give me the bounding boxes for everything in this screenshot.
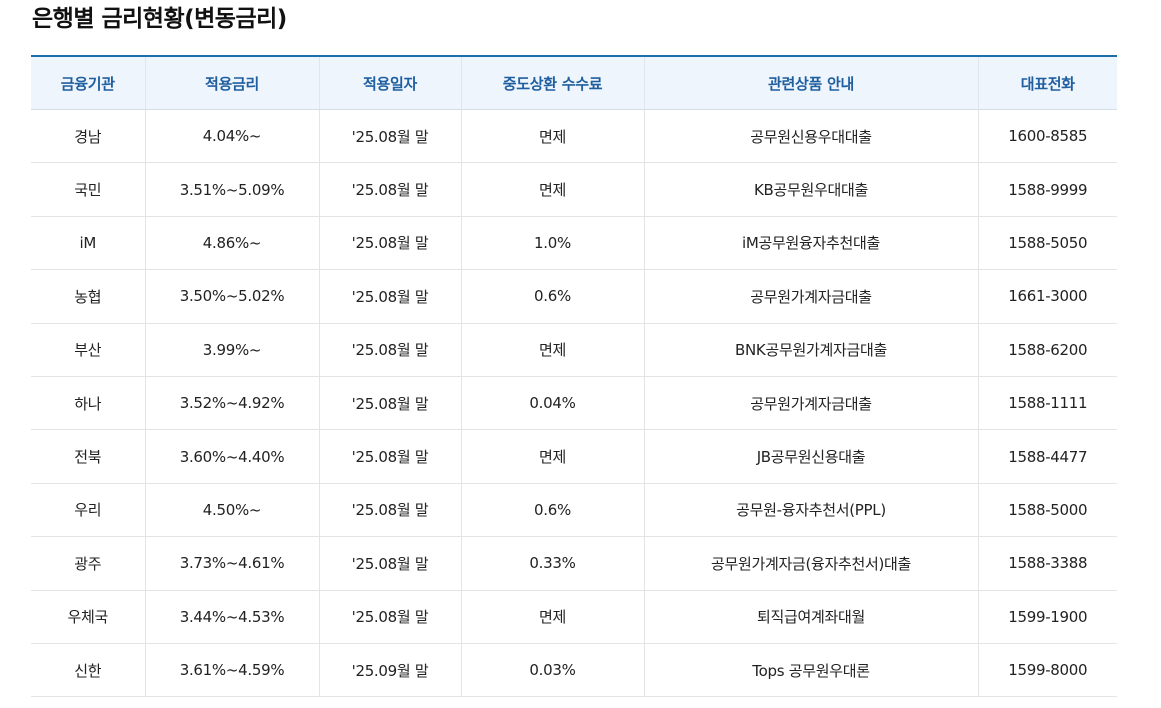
- cell-phone: 1588-9999: [977, 162, 1117, 217]
- cell-rate: 3.73%~4.61%: [144, 536, 319, 591]
- header-date: 적용일자: [318, 56, 461, 110]
- table-row: iM 4.86%~ '25.08월 말 1.0% iM공무원융자추천대출 1588-505…: [31, 216, 1117, 271]
- cell-product: BNK공무원가계자금대출: [643, 323, 978, 377]
- table-row: 경남 4.04%~ '25.08월 말 면제 공무원신용우대대출 1600-8585: [31, 109, 1117, 164]
- cell-product: KB공무원우대대출: [643, 162, 978, 217]
- cell-phone: 1600-8585: [977, 109, 1117, 164]
- cell-bank: 전북: [31, 429, 145, 484]
- cell-phone: 1599-8000: [977, 643, 1117, 698]
- cell-bank: 우체국: [31, 590, 145, 644]
- header-rate: 적용금리: [144, 56, 319, 110]
- cell-bank: 광주: [31, 536, 145, 591]
- cell-product: JB공무원신용대출: [643, 429, 978, 484]
- cell-rate: 3.44%~4.53%: [144, 590, 319, 644]
- cell-date: '25.09월 말: [318, 643, 461, 698]
- cell-date: '25.08월 말: [318, 536, 461, 591]
- cell-bank: 부산: [31, 323, 145, 377]
- cell-bank: iM: [31, 216, 145, 271]
- interest-rate-table: 금융기관 적용금리 적용일자 중도상환 수수료 관련상품 안내 대표전화 경남 4…: [31, 55, 1117, 698]
- cell-phone: 1599-1900: [977, 590, 1117, 644]
- page-title: 은행별 금리현황(변동금리): [32, 6, 287, 32]
- cell-fee: 0.03%: [460, 643, 644, 698]
- cell-date: '25.08월 말: [318, 376, 461, 431]
- cell-product: 공무원-융자추천서(PPL): [643, 483, 978, 538]
- cell-rate: 3.50%~5.02%: [144, 269, 319, 324]
- cell-date: '25.08월 말: [318, 590, 461, 644]
- cell-phone: 1588-1111: [977, 376, 1117, 431]
- table-row: 부산 3.99%~ '25.08월 말 면제 BNK공무원가계자금대출 1588-6200: [31, 323, 1117, 377]
- cell-product: 공무원신용우대대출: [643, 109, 978, 164]
- cell-rate: 4.86%~: [144, 216, 319, 271]
- table-row: 농협 3.50%~5.02% '25.08월 말 0.6% 공무원가계자금대출 1661-…: [31, 269, 1117, 324]
- cell-fee: 면제: [460, 429, 644, 484]
- cell-fee: 0.04%: [460, 376, 644, 431]
- cell-bank: 경남: [31, 109, 145, 164]
- cell-bank: 하나: [31, 376, 145, 431]
- header-phone: 대표전화: [977, 56, 1117, 110]
- table-row: 하나 3.52%~4.92% '25.08월 말 0.04% 공무원가계자금대출 1588…: [31, 376, 1117, 431]
- cell-date: '25.08월 말: [318, 429, 461, 484]
- cell-fee: 면제: [460, 162, 644, 217]
- cell-rate: 3.51%~5.09%: [144, 162, 319, 217]
- cell-product: 공무원가계자금대출: [643, 376, 978, 431]
- cell-phone: 1588-3388: [977, 536, 1117, 591]
- cell-rate: 3.99%~: [144, 323, 319, 377]
- table-row: 광주 3.73%~4.61% '25.08월 말 0.33% 공무원가계자금(융자추천서…: [31, 536, 1117, 591]
- cell-product: 공무원가계자금(융자추천서)대출: [643, 536, 978, 591]
- cell-date: '25.08월 말: [318, 216, 461, 271]
- cell-fee: 0.6%: [460, 269, 644, 324]
- cell-phone: 1588-5000: [977, 483, 1117, 538]
- table-header-row: 금융기관 적용금리 적용일자 중도상환 수수료 관련상품 안내 대표전화: [31, 56, 1117, 110]
- cell-date: '25.08월 말: [318, 162, 461, 217]
- table-row: 우리 4.50%~ '25.08월 말 0.6% 공무원-융자추천서(PPL) 1588-…: [31, 483, 1117, 538]
- cell-fee: 면제: [460, 590, 644, 644]
- cell-rate: 3.60%~4.40%: [144, 429, 319, 484]
- table-row: 우체국 3.44%~4.53% '25.08월 말 면제 퇴직급여계좌대월 1599-19…: [31, 590, 1117, 644]
- cell-date: '25.08월 말: [318, 269, 461, 324]
- table-row: 신한 3.61%~4.59% '25.09월 말 0.03% Tops 공무원우대론 15…: [31, 643, 1117, 698]
- cell-product: Tops 공무원우대론: [643, 643, 978, 698]
- cell-phone: 1588-4477: [977, 429, 1117, 484]
- cell-rate: 3.61%~4.59%: [144, 643, 319, 698]
- cell-product: iM공무원융자추천대출: [643, 216, 978, 271]
- header-product: 관련상품 안내: [643, 56, 978, 110]
- cell-product: 공무원가계자금대출: [643, 269, 978, 324]
- cell-fee: 1.0%: [460, 216, 644, 271]
- cell-phone: 1588-6200: [977, 323, 1117, 377]
- cell-rate: 4.50%~: [144, 483, 319, 538]
- cell-rate: 3.52%~4.92%: [144, 376, 319, 431]
- cell-bank: 신한: [31, 643, 145, 698]
- header-fee: 중도상환 수수료: [460, 56, 644, 110]
- cell-phone: 1661-3000: [977, 269, 1117, 324]
- cell-bank: 농협: [31, 269, 145, 324]
- cell-rate: 4.04%~: [144, 109, 319, 164]
- table-row: 전북 3.60%~4.40% '25.08월 말 면제 JB공무원신용대출 1588-44…: [31, 429, 1117, 484]
- cell-fee: 면제: [460, 323, 644, 377]
- cell-date: '25.08월 말: [318, 323, 461, 377]
- cell-bank: 우리: [31, 483, 145, 538]
- cell-date: '25.08월 말: [318, 483, 461, 538]
- table-body: 경남 4.04%~ '25.08월 말 면제 공무원신용우대대출 1600-8585 국민 3…: [31, 109, 1117, 698]
- cell-bank: 국민: [31, 162, 145, 217]
- cell-date: '25.08월 말: [318, 109, 461, 164]
- table-row: 국민 3.51%~5.09% '25.08월 말 면제 KB공무원우대대출 1588-99…: [31, 162, 1117, 217]
- cell-fee: 면제: [460, 109, 644, 164]
- cell-fee: 0.33%: [460, 536, 644, 591]
- cell-fee: 0.6%: [460, 483, 644, 538]
- header-bank: 금융기관: [31, 56, 145, 110]
- cell-phone: 1588-5050: [977, 216, 1117, 271]
- cell-product: 퇴직급여계좌대월: [643, 590, 978, 644]
